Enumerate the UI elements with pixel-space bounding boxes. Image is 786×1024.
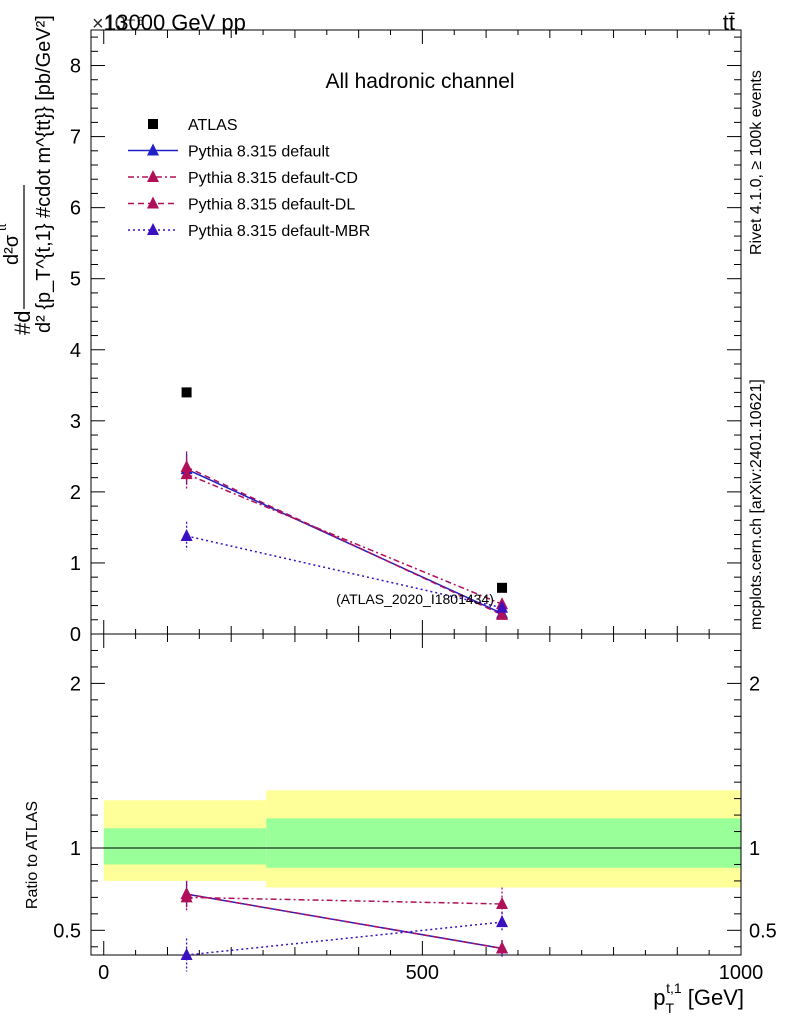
main-ytick-label: 1 [70, 553, 81, 575]
main-dl-line [186, 466, 503, 616]
ratio-ytick-label-right: 0.5 [749, 920, 777, 942]
analysis-label: (ATLAS_2020_I1801434) [336, 591, 494, 607]
ratio-mbr-point [180, 948, 193, 960]
ratio-ytick-label: 1 [70, 838, 81, 860]
main-dl-point [180, 460, 193, 473]
main-mbr-line [186, 535, 503, 609]
ratio-axis-ticks: 0.5 0.5 1 1 2 2 0 500 1000 [53, 634, 777, 984]
ylabel-numerator: d²σ [1, 234, 23, 265]
ratio-ytick-label-right: 2 [749, 673, 760, 695]
ratio-panel: 0.5 0.5 1 1 2 2 0 500 1000 [53, 633, 777, 984]
process-label: tt̄ [723, 10, 735, 35]
ratio-xtick-label: 500 [406, 962, 439, 984]
legend-mbr-label: Pythia 8.315 default-MBR [188, 223, 370, 240]
xlabel-main: p [653, 985, 665, 1010]
ratio-uncertainty-bands [103, 790, 741, 888]
legend-cd-marker [147, 170, 159, 182]
ratio-band-inner [266, 818, 741, 868]
ratio-band-inner [103, 828, 267, 865]
main-mbr-point [180, 528, 193, 541]
ylabel-numerator-sup: tt [0, 223, 9, 231]
main-mbr-point [496, 600, 509, 613]
legend: ATLAS Pythia 8.315 default Pythia 8.315 de… [128, 117, 370, 240]
ratio-cd-point [496, 896, 509, 909]
ylabel-prefix: #d [10, 311, 35, 335]
main-ytick-label: 2 [70, 482, 81, 504]
ratio-ytick-label-right: 1 [749, 838, 760, 860]
main-ytick-label: 3 [70, 411, 81, 433]
chart-title: All hadronic channel [325, 70, 514, 93]
main-ytick-label: 5 [70, 269, 81, 291]
energy-label: 13000 GeV pp [104, 10, 246, 35]
svg-text:pTt,1 [GeV]: pTt,1 [GeV] [653, 980, 744, 1016]
ratio-cd-line [186, 896, 503, 905]
ratio-marks [180, 880, 509, 972]
xlabel-sup: t,1 [666, 980, 682, 996]
main-ytick-label: 7 [70, 127, 81, 149]
ratio-ytick-label: 0.5 [53, 920, 81, 942]
ylabel-denominator: d² {p_T^{t,1} #cdot m^{tt}} [pb/GeV²] [33, 15, 55, 333]
legend-cd-label: Pythia 8.315 default-CD [188, 170, 358, 187]
legend-atlas-label: ATLAS [188, 117, 238, 134]
ratio-ytick-label: 2 [70, 673, 81, 695]
legend-default-label: Pythia 8.315 default [188, 144, 330, 161]
main-marks [180, 387, 509, 620]
ratio-dl-point [180, 887, 193, 900]
ratio-frame [90, 633, 742, 956]
main-ytick-label: 0 [70, 624, 81, 646]
main-ylabel: #d d²σ tt d² {p_T^{t,1} #cdot m^{tt}} [p… [0, 15, 55, 335]
ratio-ylabel: Ratio to ATLAS [24, 801, 41, 909]
main-atlas-point [497, 582, 508, 593]
main-panel: 0 1 2 3 4 5 6 7 8 All hadronic channel (ATLAS_20… [70, 29, 742, 646]
ratio-xlabel: pTt,1 [GeV] [653, 980, 744, 1016]
main-dl-point [496, 607, 509, 620]
ratio-mbr-point [496, 915, 509, 928]
mcplots-label: mcplots.cern.ch [arXiv:2401.10621] [748, 379, 765, 630]
main-cd-line [186, 473, 503, 605]
legend-dl-marker [147, 196, 159, 209]
main-axis-ticks: 0 1 2 3 4 5 6 7 8 [70, 30, 742, 646]
main-ytick-label: 4 [70, 340, 81, 362]
ratio-dl-line [186, 893, 503, 950]
legend-default-marker [147, 143, 159, 156]
ratio-dl-point [496, 941, 509, 954]
exponent-label: ×10⁻⁶ [92, 13, 145, 35]
main-ytick-label: 8 [70, 56, 81, 78]
main-ytick-label: 6 [70, 198, 81, 220]
ratio-xtick-label: 1000 [719, 962, 764, 984]
ratio-xtick-label: 0 [98, 962, 109, 984]
legend-dl-label: Pythia 8.315 default-DL [188, 197, 355, 214]
legend-mbr-marker [147, 223, 159, 235]
xlabel-unit: [GeV] [682, 985, 744, 1010]
rivet-label: Rivet 4.1.0, ≥ 100k events [748, 70, 765, 255]
main-atlas-point [181, 387, 192, 398]
legend-atlas-marker [148, 119, 158, 129]
xlabel-sub: T [666, 1000, 675, 1016]
